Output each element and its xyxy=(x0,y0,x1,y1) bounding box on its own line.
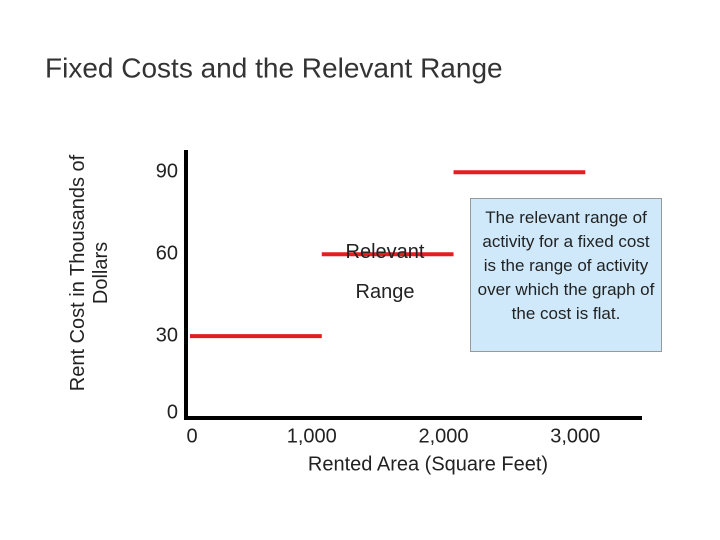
y-tick-label: 60 xyxy=(156,242,178,264)
x-tick-label: 0 xyxy=(186,425,197,447)
callout: The relevant range of activity for a fix… xyxy=(470,198,662,352)
x-tick-label: 2,000 xyxy=(418,425,468,447)
y-axis-title: Rent Cost in Thousands of Dollars xyxy=(67,154,112,392)
y-tick-label: 90 xyxy=(156,161,178,183)
x-axis-title: Rented Area (Square Feet) xyxy=(308,453,548,475)
annotation: Relevant Range xyxy=(345,241,425,303)
y-tick-label: 0 xyxy=(167,401,178,423)
x-tick-label: 1,000 xyxy=(287,425,337,447)
x-tick-label: 3,000 xyxy=(550,425,600,447)
y-tick-label: 30 xyxy=(156,324,178,346)
chart-title: Fixed Costs and the Relevant Range xyxy=(45,52,503,83)
